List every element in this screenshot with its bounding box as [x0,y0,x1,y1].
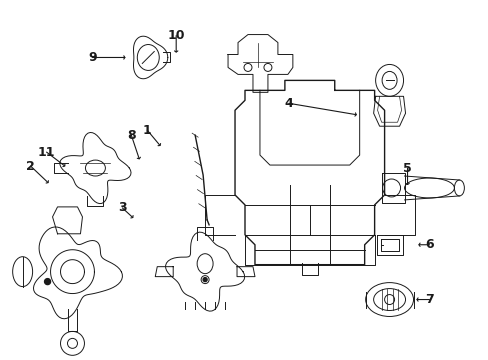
Text: 8: 8 [127,129,135,142]
Text: 4: 4 [284,97,293,110]
Circle shape [203,278,207,282]
Text: 5: 5 [402,162,411,175]
Text: 3: 3 [118,201,126,215]
Text: 7: 7 [424,293,433,306]
Text: 10: 10 [167,29,184,42]
Text: 1: 1 [142,124,151,137]
Text: 11: 11 [38,145,55,159]
Circle shape [44,279,50,285]
Text: 2: 2 [26,159,35,172]
Text: 6: 6 [424,238,433,251]
Text: 9: 9 [88,51,97,64]
